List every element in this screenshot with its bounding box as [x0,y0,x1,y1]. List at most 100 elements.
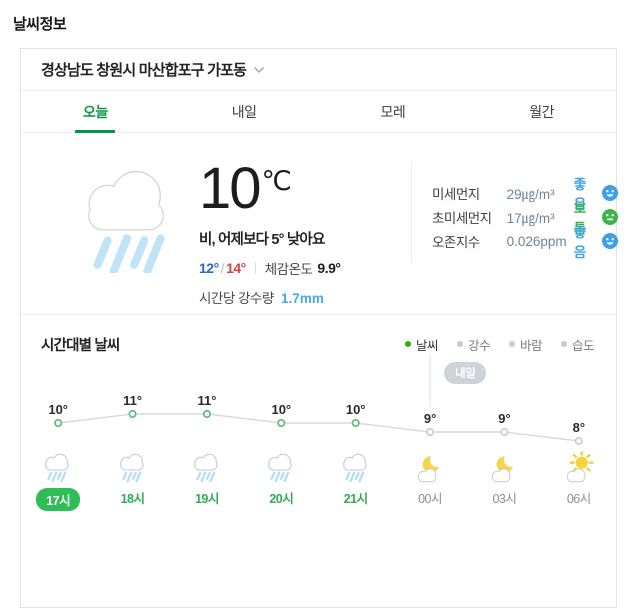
legend-weather[interactable]: 날씨 [404,335,439,354]
temp-point [128,409,137,418]
hour-column[interactable]: 06시 [542,451,616,511]
current-temperature: 10℃ [199,155,411,218]
temp-label: 9° [424,411,436,426]
feels-like-label: 체감온도 [264,262,313,277]
tab-bar: 오늘 내일 모레 월간 [21,91,616,133]
hour-label: 17시 [36,488,81,511]
hour-column[interactable]: 19시 [170,451,244,511]
hourly-header: 시간대별 날씨 날씨 강수 바람 습도 [21,315,616,354]
temp-label: 10° [48,402,68,417]
hour-label: 06시 [566,492,591,506]
temp-label: 9° [498,411,510,426]
moon-cloud-icon [410,451,450,487]
rain-icon [336,451,376,487]
legend-precipitation[interactable]: 강수 [456,335,491,354]
hour-column[interactable]: 17시 [21,451,95,511]
legend-label: 날씨 [415,338,439,353]
temp-line [58,413,579,442]
temp-label: 10° [346,402,366,417]
tab-day-after[interactable]: 모레 [380,103,406,120]
air-row-fine-dust: 미세먼지 29㎍/m³ 좋음 [432,177,618,212]
temp-line-chart: 10° 11° 11° 10° 10° 9° 9° 8° [48,355,585,446]
location-selector[interactable]: 경상남도 창원시 마산합포구 가포동 [21,49,616,91]
tab-monthly[interactable]: 월간 [529,103,554,120]
legend-wind[interactable]: 바람 [508,335,543,354]
temp-point [54,419,63,428]
temp-point [277,419,286,428]
tab-today[interactable]: 오늘 [21,91,170,132]
feels-like-value: 9.9° [317,260,341,276]
weather-summary: 비, 어제보다 5° 낮아요 [199,232,325,248]
hourly-section: 시간대별 날씨 날씨 강수 바람 습도 10° 11° 11° 10° 10° 9° 9° 8… [21,314,616,511]
hour-column[interactable]: 20시 [244,451,318,511]
page-title: 날씨정보 [13,16,67,33]
rain-cloud-icon [71,159,183,314]
hour-label: 20시 [269,492,294,506]
hour-label: 21시 [343,492,368,506]
smiley-normal-icon [601,209,618,225]
ultrafine-dust-status: 보통 [573,201,586,236]
hourly-temp-chart: 10° 11° 11° 10° 10° 9° 9° 8° 내일 [21,355,616,451]
legend-label: 바람 [519,338,543,353]
legend-humidity[interactable]: 습도 [560,335,595,354]
slash-separator: / [220,260,225,276]
fine-dust-status: 좋음 [573,177,586,212]
hour-column[interactable]: 03시 [467,451,541,511]
smiley-good-icon [601,185,618,201]
ozone-status: 좋음 [573,225,586,260]
legend-label: 강수 [467,338,491,353]
hour-column[interactable]: 00시 [393,451,467,511]
precipitation-value: 1.7mm [281,291,324,306]
temp-point [202,409,211,418]
high-temp: 14° [226,260,246,276]
ozone-value: 0.026ppm [506,233,567,249]
smiley-good-icon [601,233,618,249]
chart-legend: 날씨 강수 바람 습도 [404,335,595,354]
legend-label: 습도 [571,338,595,353]
temp-label: 8° [573,420,585,435]
weather-card: 경상남도 창원시 마산합포구 가포동 오늘 내일 모레 월간 [20,48,618,608]
temp-label: 10° [271,402,291,417]
minmax-row: 12° / 14° 체감온도 9.9° [199,258,411,278]
legend-dot-icon [508,341,515,347]
rain-icon [187,451,227,487]
hour-label: 00시 [418,492,443,506]
hour-label: 19시 [194,492,219,506]
air-row-ozone: 오존지수 0.026ppm 좋음 [432,225,618,260]
current-temp-value: 10 [199,156,261,221]
precipitation-row: 시간당 강수량 1.7mm [199,287,411,307]
current-conditions: 10℃ 비, 어제보다 5° 낮아요 12° / 14° 체감온도 9.9° 시… [199,133,411,314]
tab-tomorrow[interactable]: 내일 [231,103,257,120]
hour-column[interactable]: 18시 [95,451,169,511]
celsius-unit: ℃ [261,166,292,196]
rain-icon [261,451,301,487]
temp-point [426,428,435,437]
moon-cloud-icon [484,451,524,487]
ultrafine-dust-label: 초미세먼지 [432,211,492,226]
hour-label: 18시 [120,492,145,506]
rain-icon [38,451,78,487]
fine-dust-value: 29㎍/m³ [506,187,555,202]
rain-icon [113,451,153,487]
sun-cloud-icon [559,451,599,487]
hour-column[interactable]: 21시 [319,451,393,511]
legend-dot-icon [456,341,463,347]
hourly-title: 시간대별 날씨 [41,337,120,354]
low-temp: 12° [199,260,219,276]
legend-dot-icon [560,341,567,347]
ozone-label: 오존지수 [432,235,480,250]
temp-point [574,437,583,446]
location-name: 경상남도 창원시 마산합포구 가포동 [41,62,247,79]
chevron-down-icon [253,66,265,74]
ultrafine-dust-value: 17㎍/m³ [506,211,555,226]
temp-point [351,419,360,428]
temp-point [500,428,509,437]
tomorrow-badge: 내일 [444,362,487,384]
hourly-icons-row: 17시 18시 19시 20시 21시 00시 03시 06시 [21,451,616,511]
current-weather-section: 10℃ 비, 어제보다 5° 낮아요 12° / 14° 체감온도 9.9° 시… [21,133,618,314]
precipitation-label: 시간당 강수량 [199,291,274,306]
air-row-ultrafine-dust: 초미세먼지 17㎍/m³ 보통 [432,201,618,236]
hour-label: 03시 [492,492,517,506]
temp-label: 11° [123,393,142,408]
temp-label: 11° [197,393,216,408]
